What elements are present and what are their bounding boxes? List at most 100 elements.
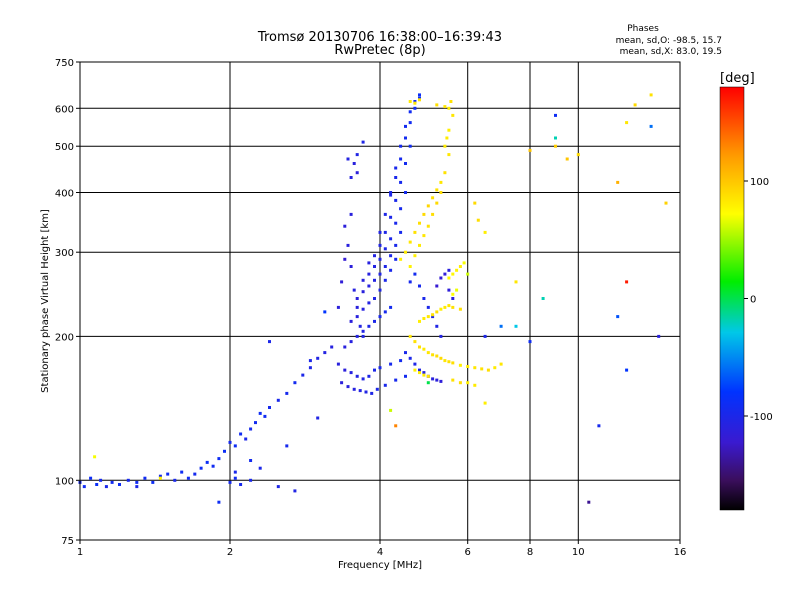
- data-point: [383, 265, 387, 268]
- data-point: [404, 162, 407, 165]
- data-point: [373, 254, 376, 258]
- data-point: [389, 408, 393, 412]
- data-point: [466, 365, 470, 368]
- data-point: [422, 373, 426, 377]
- chart-subtitle: RwPretec (8p): [334, 43, 425, 58]
- data-point: [355, 171, 359, 175]
- data-point: [514, 324, 518, 328]
- data-point: [431, 377, 435, 381]
- data-point: [346, 157, 350, 161]
- data-point: [143, 476, 147, 480]
- data-point: [541, 297, 545, 300]
- data-point: [293, 381, 297, 385]
- x-axis-ticks: 1 2 4 6 8 10 16: [77, 540, 687, 558]
- data-point: [493, 366, 497, 370]
- x-tick-label: 16: [674, 547, 687, 558]
- data-point: [404, 136, 407, 140]
- data-point: [447, 128, 451, 132]
- data-point: [447, 106, 451, 110]
- data-point: [268, 406, 271, 409]
- series-x: [93, 93, 668, 480]
- data-point: [616, 180, 620, 184]
- data-point: [435, 188, 439, 192]
- data-point: [439, 276, 443, 280]
- data-point: [343, 368, 347, 372]
- data-point: [211, 464, 215, 468]
- data-point: [399, 230, 403, 234]
- data-point: [316, 416, 320, 420]
- data-point: [199, 466, 203, 470]
- data-point: [399, 257, 403, 261]
- data-point: [367, 374, 371, 378]
- data-point: [418, 345, 421, 349]
- data-point: [330, 345, 334, 349]
- y-tick-label: 300: [55, 248, 74, 259]
- data-point: [389, 362, 393, 366]
- data-point: [276, 398, 280, 402]
- data-point: [439, 334, 443, 338]
- data-point: [554, 144, 557, 148]
- data-point: [389, 254, 393, 258]
- data-point: [443, 305, 447, 309]
- data-point: [375, 387, 379, 391]
- data-point: [455, 268, 459, 272]
- data-point: [399, 207, 403, 211]
- data-point: [358, 389, 362, 393]
- data-point: [323, 310, 327, 314]
- data-point: [364, 390, 368, 394]
- data-point: [367, 301, 371, 305]
- data-point: [378, 366, 382, 370]
- data-point: [426, 374, 430, 378]
- data-point: [473, 201, 477, 205]
- data-point: [370, 391, 374, 395]
- data-point: [458, 363, 462, 367]
- data-point: [186, 476, 190, 480]
- data-point: [355, 297, 359, 300]
- data-point: [293, 489, 297, 493]
- data-point: [373, 278, 376, 282]
- data-point: [439, 191, 443, 194]
- data-point: [408, 356, 412, 360]
- data-point: [466, 381, 470, 385]
- x-tick-label: 2: [227, 547, 233, 558]
- data-point: [394, 257, 398, 261]
- stats-o-mode: mean, sd,O: -98.5, 15.7: [616, 36, 722, 46]
- data-point: [358, 324, 362, 328]
- y-axis-label: Stationary phase Virtual Height [km]: [40, 209, 51, 393]
- data-point: [458, 381, 462, 385]
- x-tick-label: 8: [527, 547, 533, 558]
- data-point: [361, 329, 365, 333]
- data-point: [499, 362, 503, 366]
- data-point: [431, 212, 435, 216]
- data-point: [435, 201, 439, 205]
- data-point: [413, 340, 417, 344]
- data-point: [418, 98, 421, 102]
- data-point: [367, 324, 371, 328]
- data-point: [418, 368, 421, 372]
- data-point: [625, 368, 629, 372]
- data-point: [394, 221, 398, 225]
- data-point: [447, 304, 451, 308]
- data-point: [367, 261, 371, 265]
- data-point: [447, 276, 451, 280]
- data-point: [355, 334, 359, 338]
- data-point: [408, 334, 412, 338]
- data-point: [352, 162, 356, 165]
- data-point: [285, 444, 289, 448]
- data-point: [447, 288, 451, 292]
- data-point: [135, 485, 139, 489]
- data-point: [422, 212, 426, 216]
- data-point: [349, 265, 353, 268]
- data-point: [346, 243, 350, 247]
- series-o: [78, 93, 455, 504]
- colorbar-label: [deg]: [720, 71, 755, 86]
- data-point: [486, 368, 490, 372]
- data-point: [443, 144, 447, 148]
- data-point: [435, 378, 439, 382]
- data-point: [480, 367, 484, 371]
- data-point: [408, 265, 412, 268]
- data-point: [404, 374, 407, 378]
- data-point: [466, 272, 470, 276]
- data-point: [473, 366, 477, 370]
